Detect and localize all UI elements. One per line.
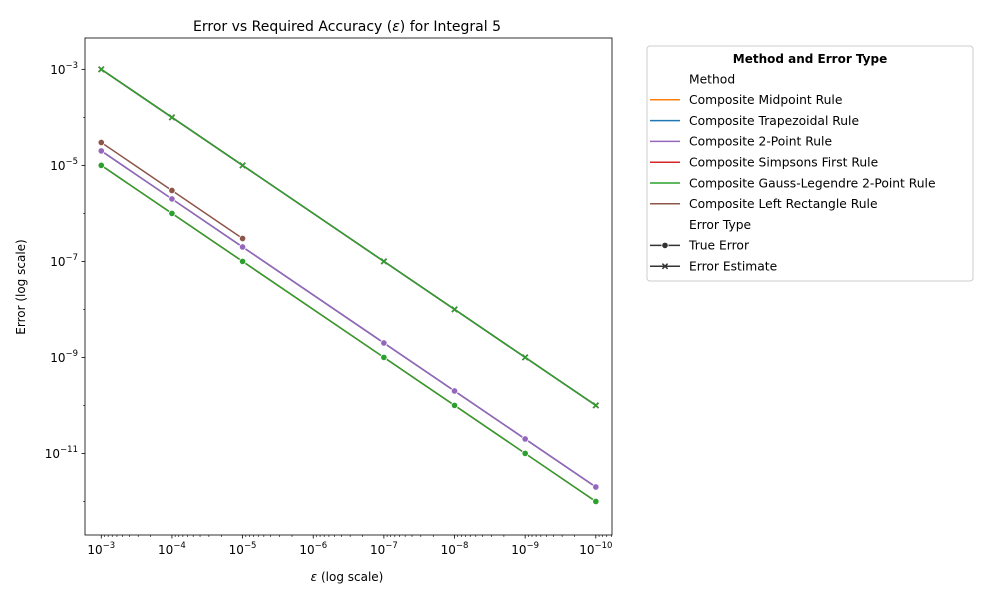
x-tick-label: 10−6 xyxy=(299,541,327,557)
composite-left-rectangle-rule-true-error-point-1 xyxy=(168,186,176,195)
composite-left-rectangle-rule-true-error-point-0 xyxy=(97,138,105,147)
legend-label: Composite Simpsons First Rule xyxy=(689,156,878,170)
legend-label: Composite Trapezoidal Rule xyxy=(689,114,859,128)
composite-gauss-legendre-2-point-rule-true-error-point-5 xyxy=(521,449,529,458)
legend-entry-composite-midpoint-rule: Composite Midpoint Rule xyxy=(650,93,842,107)
chart-title: Error vs Required Accuracy (ε) for Integ… xyxy=(193,19,501,35)
composite-gauss-legendre-2-point-rule-error-estimate-point-2 xyxy=(239,162,246,169)
y-tick-label: 10−9 xyxy=(50,349,78,365)
composite-2-point-rule-true-error-point-3 xyxy=(380,339,388,347)
composite-gauss-legendre-2-point-rule-true-error-point-6 xyxy=(592,497,600,506)
composite-left-rectangle-rule-true-error-point-2 xyxy=(239,234,247,243)
legend-group-header: Method xyxy=(689,72,735,86)
composite-gauss-legendre-2-point-rule-error-estimate-point-6 xyxy=(592,402,599,409)
legend-label: True Error xyxy=(688,239,750,253)
x-tick-label: 10−5 xyxy=(229,541,257,557)
y-tick-label: 10−5 xyxy=(50,157,78,173)
x-tick-label: 10−4 xyxy=(158,541,186,557)
legend-marker-x xyxy=(661,263,669,270)
composite-2-point-rule-true-error-series xyxy=(97,147,600,491)
x-tick-label: 10−10 xyxy=(579,541,612,557)
composite-gauss-legendre-2-point-rule-error-estimate-point-0 xyxy=(98,66,105,73)
y-axis-ticks: 10−3 10−5 10−7 10−9 10−11 xyxy=(45,61,85,502)
legend-label: Error Estimate xyxy=(689,260,777,274)
composite-2-point-rule-true-error-point-0 xyxy=(97,147,105,155)
composite-2-point-rule-true-error-point-6 xyxy=(592,483,600,491)
composite-gauss-legendre-2-point-rule-true-error-point-1 xyxy=(168,209,176,217)
legend-entry-error-type: Error Type xyxy=(689,218,751,232)
plot-area-frame xyxy=(84,37,613,536)
legend-label: Composite Left Rectangle Rule xyxy=(689,197,878,211)
composite-gauss-legendre-2-point-rule-true-error-point-4 xyxy=(450,401,459,409)
legend-label: Composite Midpoint Rule xyxy=(689,93,842,107)
composite-gauss-legendre-2-point-rule-true-error-point-2 xyxy=(239,257,247,265)
composite-2-point-rule-true-error-point-2 xyxy=(239,243,247,251)
composite-2-point-rule-true-error-point-1 xyxy=(168,195,176,203)
composite-2-point-rule-true-error-point-4 xyxy=(450,387,459,395)
legend-group-header: Error Type xyxy=(689,218,751,232)
y-tick-label: 10−11 xyxy=(45,445,78,461)
legend-entry-composite-gauss-legendre-2-point-rule: Composite Gauss-Legendre 2-Point Rule xyxy=(650,176,936,190)
y-tick-label: 10−7 xyxy=(50,253,78,269)
legend-entry-composite-left-rectangle-rule: Composite Left Rectangle Rule xyxy=(650,197,878,211)
y-axis-label: Error (log scale) xyxy=(14,239,28,334)
legend-marker-circle xyxy=(661,241,669,249)
composite-gauss-legendre-2-point-rule-error-estimate-point-5 xyxy=(522,354,529,361)
x-axis-label: ε (log scale) xyxy=(311,570,384,584)
y-tick-label: 10−3 xyxy=(50,61,78,77)
legend-entry-composite-simpsons-first-rule: Composite Simpsons First Rule xyxy=(650,156,878,170)
composite-gauss-legendre-2-point-rule-error-estimate-point-4 xyxy=(451,306,458,313)
legend-entry-error-estimate: Error Estimate xyxy=(650,260,777,274)
legend-label: Composite Gauss-Legendre 2-Point Rule xyxy=(689,176,936,190)
composite-gauss-legendre-2-point-rule-true-error-point-3 xyxy=(380,353,388,361)
composite-left-rectangle-rule-true-error-series xyxy=(97,138,247,243)
composite-gauss-legendre-2-point-rule-true-error-series xyxy=(97,161,600,506)
x-tick-label: 10−7 xyxy=(370,541,398,557)
legend-entry-method: Method xyxy=(689,72,735,86)
composite-gauss-legendre-2-point-rule-true-error-point-0 xyxy=(97,161,105,169)
legend-entry-composite-2-point-rule: Composite 2-Point Rule xyxy=(650,135,832,149)
composite-gauss-legendre-2-point-rule-error-estimate-series xyxy=(98,66,599,409)
legend-title: Method and Error Type xyxy=(733,52,887,66)
x-tick-label: 10−8 xyxy=(441,541,469,557)
composite-gauss-legendre-2-point-rule-error-estimate-point-3 xyxy=(380,258,388,265)
legend-box xyxy=(646,45,974,282)
legend-entry-true-error: True Error xyxy=(650,239,750,253)
x-tick-label: 10−3 xyxy=(87,541,115,557)
legend-label: Composite 2-Point Rule xyxy=(689,135,832,149)
composite-gauss-legendre-2-point-rule-error-estimate-point-1 xyxy=(168,114,176,121)
x-tick-label: 10−9 xyxy=(511,541,539,557)
series-layer xyxy=(97,66,600,506)
legend-entry-composite-trapezoidal-rule: Composite Trapezoidal Rule xyxy=(650,114,859,128)
composite-2-point-rule-true-error-point-5 xyxy=(521,435,529,443)
legend: Method and Error Type Method Composite Mi… xyxy=(646,45,974,282)
legend-items: Method Composite Midpoint Rule Composite T… xyxy=(650,72,936,274)
